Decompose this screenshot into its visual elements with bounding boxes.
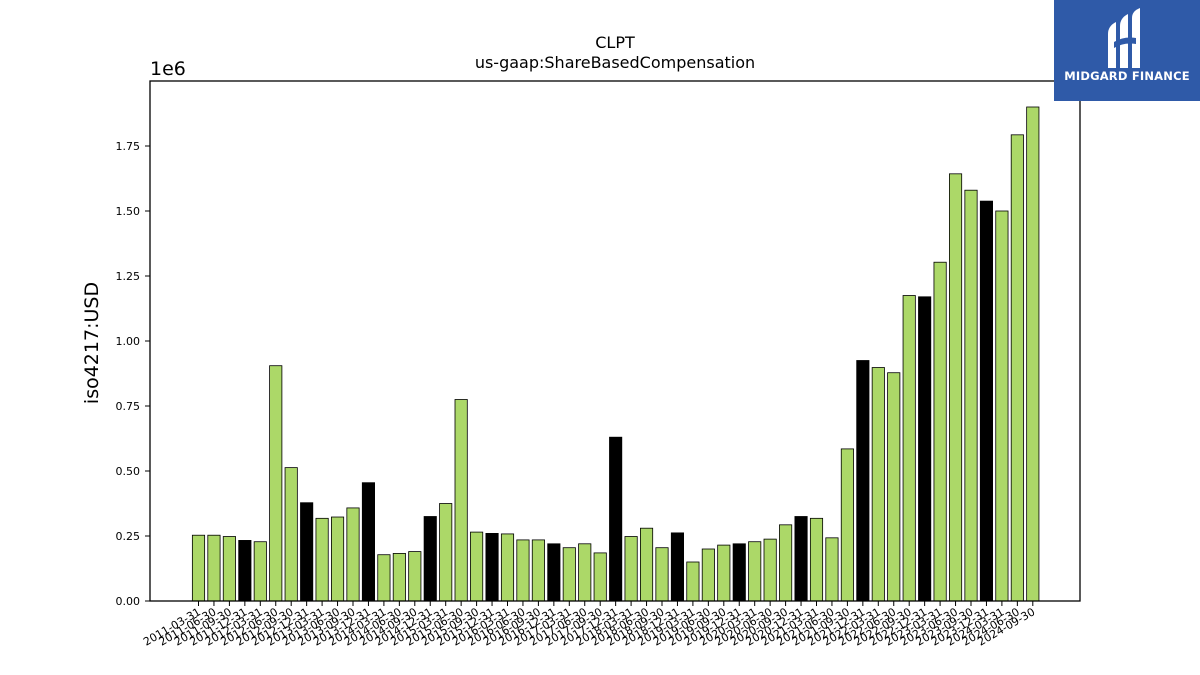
y-tick-label: 1.25 <box>116 270 141 283</box>
bar-2016-06-30 <box>516 539 530 602</box>
bar-2015-06-30 <box>454 399 468 602</box>
logo-mark-icon <box>1108 8 1140 68</box>
y-scale-label: 1e6 <box>150 58 186 80</box>
chart-subtitle: us-gaap:ShareBasedCompensation <box>475 53 755 72</box>
bar-2023-06-30 <box>949 173 963 602</box>
bar-2022-12-31 <box>918 296 932 602</box>
bar-2023-09-30 <box>964 189 978 602</box>
x-axis-ticks: 2011-03-312011-06-302011-09-302011-12-31… <box>141 601 1037 649</box>
y-tick-label: 0.00 <box>116 595 141 608</box>
y-tick-label: 0.25 <box>116 530 141 543</box>
bar-2016-12-31 <box>547 543 561 602</box>
bar-2011-12-31 <box>238 540 252 602</box>
bar-2022-09-30 <box>902 295 916 602</box>
bar-2012-06-30 <box>269 365 283 602</box>
bar-2011-09-30 <box>222 536 236 602</box>
bar-2018-12-31 <box>670 532 684 602</box>
plot-frame <box>149 80 1081 602</box>
bar-2024-03-31 <box>995 210 1009 602</box>
bar-2013-03-31 <box>315 517 329 602</box>
bar-2013-09-30 <box>346 507 360 602</box>
bar-2017-09-30 <box>593 552 607 602</box>
bar-2015-12-31 <box>485 533 499 602</box>
bar-2021-03-31 <box>809 517 824 602</box>
bar-2014-03-31 <box>377 554 391 602</box>
chart-title: CLPT <box>595 33 635 52</box>
bar-2019-12-31 <box>732 543 746 602</box>
bar-2019-06-30 <box>701 548 715 602</box>
bar-2021-12-31 <box>856 360 870 602</box>
bar-2015-09-30 <box>470 531 484 602</box>
bar-2023-12-31 <box>979 200 993 602</box>
bar-2017-12-31 <box>609 436 623 602</box>
bar-2013-06-30 <box>330 516 345 602</box>
bar-2015-03-31 <box>439 503 453 602</box>
bar-2014-12-31 <box>423 516 437 602</box>
bar-2024-06-30 <box>1010 134 1024 602</box>
bar-2011-03-31 <box>191 534 206 602</box>
bar-2012-12-31 <box>300 502 314 602</box>
bar-2018-09-30 <box>655 547 669 602</box>
bar-2020-12-31 <box>794 516 808 602</box>
bar-2023-03-31 <box>933 261 947 602</box>
bar-2019-09-30 <box>717 544 731 602</box>
bar-2021-09-30 <box>840 448 854 602</box>
bar-2016-09-30 <box>531 539 545 602</box>
y-tick-label: 1.75 <box>116 140 141 153</box>
logo: MIDGARD FINANCE <box>1054 0 1200 101</box>
bar-2024-09-30 <box>1026 106 1040 602</box>
bar-2022-06-30 <box>887 372 901 602</box>
bar-2016-03-31 <box>500 533 515 602</box>
bar-2018-03-31 <box>624 536 638 602</box>
bar-2012-09-30 <box>284 467 298 602</box>
y-tick-label: 0.50 <box>116 465 141 478</box>
bar-2017-06-30 <box>578 543 592 602</box>
logo-text: MIDGARD FINANCE <box>1064 69 1190 83</box>
bar-2014-09-30 <box>408 551 422 602</box>
bars <box>191 106 1040 602</box>
y-axis-ticks: 0.00 0.25 0.50 0.75 1.00 1.25 1.50 1.75 <box>116 140 150 608</box>
y-axis-label: iso4217:USD <box>81 282 103 404</box>
bar-2019-03-31 <box>686 561 700 602</box>
bar-2017-03-31 <box>562 547 576 602</box>
bar-2011-06-30 <box>207 534 221 602</box>
bar-2012-03-31 <box>253 541 267 602</box>
bar-2014-06-30 <box>392 553 406 602</box>
bar-2020-09-30 <box>779 524 793 602</box>
y-tick-label: 1.00 <box>116 335 141 348</box>
bar-2018-06-30 <box>640 527 654 602</box>
bar-2021-06-30 <box>825 537 839 602</box>
bar-2020-03-31 <box>748 541 762 602</box>
y-tick-label: 0.75 <box>116 400 141 413</box>
bar-2013-12-31 <box>361 482 375 602</box>
bar-2022-03-31 <box>871 367 885 602</box>
bar-2020-06-30 <box>763 538 777 602</box>
y-tick-label: 1.50 <box>116 205 141 218</box>
